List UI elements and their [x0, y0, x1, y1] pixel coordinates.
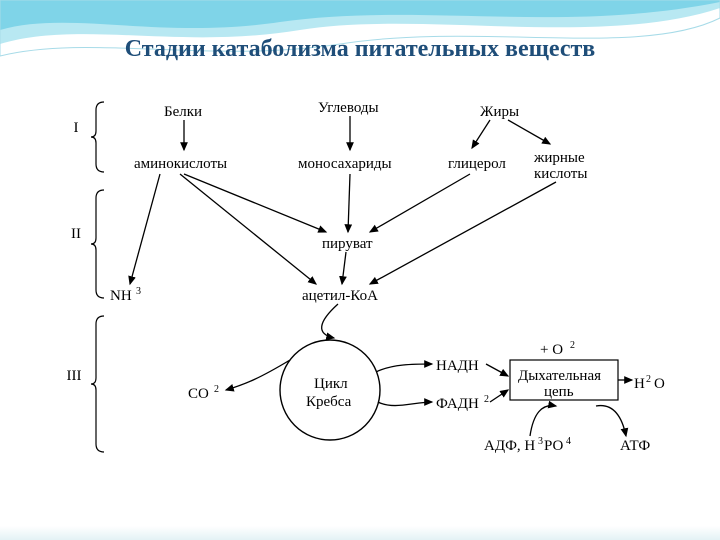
node-monosacch: моносахариды [298, 156, 392, 172]
node-resp2: цепь [544, 384, 574, 400]
node-h2o: Н [634, 376, 645, 392]
node-acetylcoa: ацетил-КоА [302, 288, 378, 304]
flow-arrow [378, 402, 432, 406]
flow-arrow [184, 174, 326, 232]
node-nh3sub: 3 [136, 286, 141, 297]
node-pyruvate: пируват [322, 236, 373, 252]
stage-label: II [71, 226, 81, 242]
node-adp2: РО [544, 438, 564, 454]
node-proteins: Белки [164, 104, 202, 120]
node-resp1: Дыхательная [518, 368, 601, 384]
node-o2: + О [540, 342, 563, 358]
flow-arrow [508, 120, 550, 144]
node-carbs: Углеводы [318, 100, 379, 116]
flow-arrow [370, 174, 470, 232]
node-fadhsub: 2 [484, 394, 489, 405]
node-co2sub: 2 [214, 384, 219, 395]
flow-arrow [596, 406, 626, 436]
node-nh3: NH [110, 288, 132, 304]
stage-label: III [67, 368, 82, 384]
node-co2: CO [188, 386, 209, 402]
node-adpsub: 3 [538, 436, 543, 447]
footer-fade [0, 526, 720, 540]
stage-bracket [91, 102, 104, 172]
node-fattyacids: жирные [533, 150, 585, 166]
catabolism-diagram: IIIIIIБелкиУглеводыЖирыаминокислотымонос… [40, 90, 680, 510]
node-fats: Жиры [480, 104, 519, 120]
node-o2sub: 2 [570, 340, 575, 351]
node-adp2sub: 4 [566, 436, 571, 447]
node-krebs1: Цикл [314, 376, 348, 392]
node-fadh: ФАДН [436, 396, 479, 412]
stage-label: I [74, 120, 79, 136]
flow-arrow [322, 304, 338, 338]
flow-arrow [530, 406, 556, 436]
stage-bracket [91, 190, 104, 298]
page-title: Стадии катаболизма питательных веществ [0, 36, 720, 63]
flow-arrow [348, 174, 350, 232]
node-h2osub: 2 [646, 374, 651, 385]
flow-arrow [472, 120, 490, 148]
node-adp: АДФ, Н [484, 438, 535, 454]
node-h2oO: О [654, 376, 665, 392]
diagram-svg: IIIIIIБелкиУглеводыЖирыаминокислотымонос… [40, 90, 680, 510]
flow-arrow [370, 182, 556, 284]
node-aminoacids: аминокислоты [134, 156, 227, 172]
flow-arrow [376, 364, 432, 372]
node-krebs2: Кребса [306, 394, 352, 410]
stage-bracket [91, 316, 104, 452]
node-atf: АТФ [620, 438, 650, 454]
flow-arrow [130, 174, 160, 284]
flow-arrow [486, 364, 508, 376]
node-nadh: НАДН [436, 358, 479, 374]
flow-arrow [342, 252, 346, 284]
flow-arrow [490, 390, 508, 402]
flow-arrow [180, 174, 316, 284]
node-glycerol: глицерол [448, 156, 506, 172]
node-fattyacids2: кислоты [534, 166, 587, 182]
